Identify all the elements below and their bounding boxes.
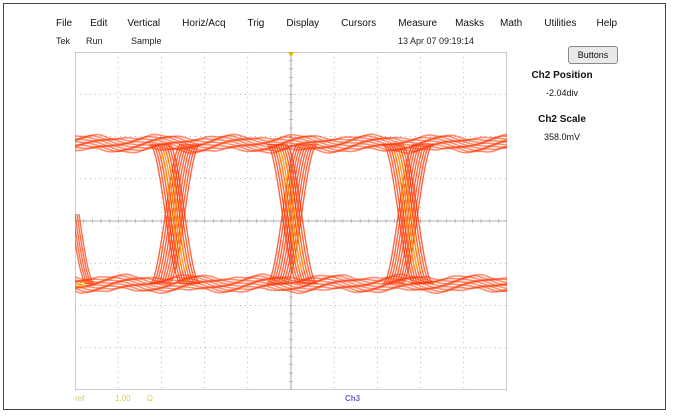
eye-falling-edge (266, 143, 299, 285)
brand-label: Tek (56, 36, 71, 46)
eye-crossing-highlight (160, 151, 183, 271)
run-state: Run (86, 36, 103, 46)
eye-falling-edge (163, 143, 197, 285)
readout-r1: ref (75, 394, 85, 403)
datetime-readout: 13 Apr 07 09:19:14 (398, 36, 475, 46)
scope-window: File Edit Vertical Horiz/Acq Trig Display Curs… (3, 3, 666, 410)
eye-falling-edge (273, 143, 306, 285)
eye-falling-edge (78, 213, 96, 285)
menu-math[interactable]: Math (500, 18, 523, 29)
menu-edit[interactable]: Edit (90, 18, 108, 29)
acquisition-mode: Sample (131, 36, 162, 46)
eye-falling-edge (396, 143, 430, 285)
eye-falling-edge (394, 143, 427, 285)
eye-crossing-highlight (393, 151, 416, 271)
eye-falling-edge (280, 143, 314, 285)
eye-falling-edge (398, 143, 432, 285)
menu-cursors[interactable]: Cursors (341, 18, 377, 29)
eye-crossing-highlight (283, 151, 306, 271)
waveform-display[interactable]: M2 (75, 52, 507, 390)
eye-falling-edge (76, 213, 94, 285)
eye-falling-edge (401, 143, 434, 285)
menu-trig[interactable]: Trig (247, 18, 265, 29)
ch2-scale-title: Ch2 Scale (538, 114, 586, 125)
readout-r3: Ω (147, 394, 153, 403)
menu-horizacq[interactable]: Horiz/Acq (182, 18, 226, 29)
eye-traces (75, 133, 507, 295)
bottom-readouts: ref 1.00 Ω Ch3 (75, 394, 507, 408)
menu-display[interactable]: Display (286, 18, 320, 29)
eye-crossing-highlight (399, 151, 422, 271)
eye-falling-edge (168, 143, 201, 285)
eye-falling-edge (156, 143, 189, 285)
menu-measure[interactable]: Measure (398, 18, 438, 29)
eye-falling-edge (384, 143, 418, 285)
eye-falling-edge (165, 143, 199, 285)
eye-falling-edge (75, 222, 90, 285)
ch2-position-value[interactable]: -2.04div (545, 88, 579, 98)
eye-falling-edge (386, 143, 420, 285)
eye-falling-edge (268, 143, 302, 285)
ch2-position-title: Ch2 Position (531, 70, 593, 81)
eye-falling-edge (153, 143, 187, 285)
eye-crossing-highlight (163, 151, 186, 271)
status-bar: Tek Run Sample 13 Apr 07 09:19:14 (56, 36, 616, 50)
eye-rail-trace (75, 146, 507, 155)
eye-falling-edge (149, 143, 182, 285)
readout-r2: 1.00 (115, 394, 131, 403)
menu-bar: File Edit Vertical Horiz/Acq Trig Display Curs… (56, 18, 617, 34)
eye-falling-edge (270, 143, 304, 285)
ch2-scale-value[interactable]: 358.0mV (543, 132, 581, 142)
eye-diagram: M2 (75, 52, 507, 390)
channel-level-marker[interactable]: M2 (76, 282, 86, 289)
menu-file[interactable]: File (56, 18, 73, 29)
channel-tab[interactable]: Ch3 (345, 394, 361, 403)
menu-help[interactable]: Help (596, 18, 618, 29)
menu-vertical[interactable]: Vertical (127, 18, 161, 29)
menu-masks[interactable]: Masks (455, 18, 484, 29)
buttons-toggle-button[interactable]: Buttons (568, 46, 618, 64)
eye-falling-edge (278, 143, 311, 285)
eye-rail-trace (75, 286, 507, 295)
eye-crossing-highlight (396, 151, 419, 271)
eye-falling-edge (285, 143, 318, 285)
eye-falling-edge (382, 143, 415, 285)
eye-falling-edge (389, 143, 422, 285)
menu-utilities[interactable]: Utilities (544, 18, 577, 29)
eye-falling-edge (161, 143, 194, 285)
eye-crossing-highlight (277, 151, 300, 271)
eye-crossing-highlight (280, 151, 303, 271)
eye-falling-edge (75, 236, 88, 285)
eye-falling-edge (282, 143, 316, 285)
eye-falling-edge (75, 213, 92, 285)
eye-falling-edge (151, 143, 185, 285)
trigger-position-marker (288, 52, 294, 57)
eye-crossing-highlight (166, 151, 189, 271)
